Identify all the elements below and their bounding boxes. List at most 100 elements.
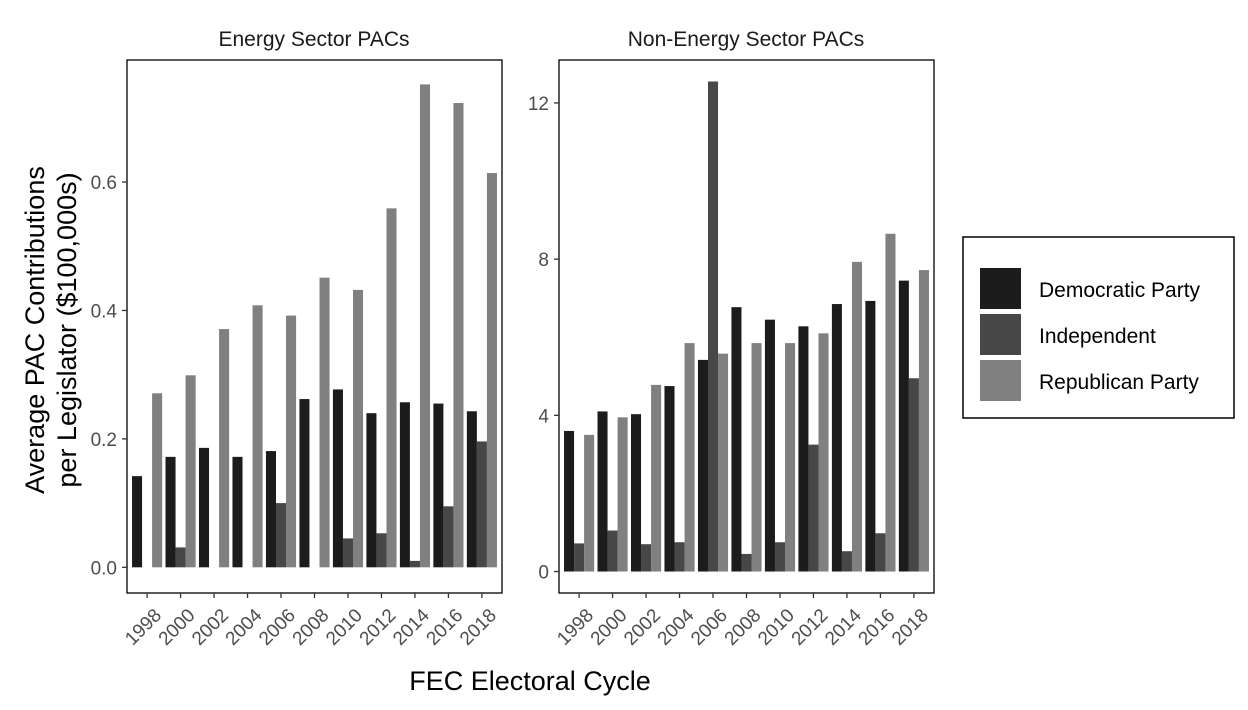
bar-independent-2018 bbox=[908, 378, 919, 572]
y-axis-title-line-2: per Legislator ($100,000s) bbox=[52, 172, 82, 487]
x-tick-label-2014: 2014 bbox=[389, 605, 434, 650]
bar-democratic-party-2002 bbox=[198, 447, 210, 568]
x-tick-label-2016: 2016 bbox=[855, 605, 900, 650]
bar-democratic-party-2008 bbox=[299, 399, 310, 568]
y-axis-title-line-1: Average PAC Contributions bbox=[20, 166, 50, 494]
bar-republican-party-2016 bbox=[885, 233, 896, 572]
panel-non-energy: 0481219982000200220042006200820102012201… bbox=[528, 59, 935, 650]
legend-key-democratic bbox=[978, 266, 1023, 311]
bar-democratic-party-2014 bbox=[831, 304, 842, 572]
bar-republican-party-2008 bbox=[319, 277, 330, 568]
legend-label-independent: Independent bbox=[1039, 325, 1156, 348]
bar-independent-2006 bbox=[708, 81, 719, 572]
bar-republican-party-2018 bbox=[918, 270, 929, 572]
x-tick-label-2010: 2010 bbox=[754, 605, 799, 650]
bar-republican-party-2004 bbox=[252, 305, 263, 568]
x-tick-label-2000: 2000 bbox=[587, 605, 632, 650]
bar-independent-2010 bbox=[342, 538, 353, 568]
bar-republican-party-2012 bbox=[818, 333, 829, 572]
legend-key-republican bbox=[978, 358, 1023, 403]
panel-energy: 0.0 0.2 0.4 0.6 1998200020022004200620082010… bbox=[91, 59, 503, 650]
bar-republican-party-2002 bbox=[651, 384, 662, 572]
bar-republican-party-2008 bbox=[751, 343, 762, 572]
bar-independent-2002 bbox=[641, 544, 652, 572]
y-tick-label: 8 bbox=[538, 250, 549, 271]
bar-independent-2010 bbox=[774, 542, 785, 572]
bar-republican-party-2010 bbox=[785, 343, 796, 572]
x-tick-label-1998: 1998 bbox=[553, 605, 598, 650]
bar-republican-party-1998 bbox=[152, 393, 163, 568]
bar-democratic-party-2004 bbox=[664, 386, 675, 572]
bar-republican-party-2000 bbox=[185, 375, 196, 568]
bar-democratic-party-2000 bbox=[597, 411, 608, 572]
bar-independent-2018 bbox=[476, 441, 487, 568]
panel-border bbox=[558, 59, 935, 594]
bar-republican-party-2016 bbox=[453, 103, 464, 568]
bar-democratic-party-2014 bbox=[399, 402, 410, 568]
y-tick-label: 0.0 bbox=[91, 558, 117, 579]
bar-independent-2012 bbox=[376, 533, 387, 568]
y-tick-label: 0.4 bbox=[91, 301, 118, 322]
bar-republican-party-1998 bbox=[584, 434, 595, 572]
x-tick-label-2008: 2008 bbox=[289, 605, 334, 650]
x-tick-label-2018: 2018 bbox=[456, 605, 501, 650]
x-tick-label-2006: 2006 bbox=[687, 605, 732, 650]
bar-republican-party-2012 bbox=[386, 208, 397, 568]
bar-republican-party-2004 bbox=[684, 343, 695, 572]
bar-independent-2014 bbox=[841, 551, 852, 572]
y-tick-label: 12 bbox=[528, 94, 549, 115]
facet-title-energy: Energy Sector PACs bbox=[218, 28, 409, 51]
bar-democratic-party-1998 bbox=[132, 476, 143, 568]
bar-independent-2016 bbox=[443, 506, 454, 568]
bar-democratic-party-2018 bbox=[466, 411, 477, 568]
x-axis-title: FEC Electoral Cycle bbox=[409, 666, 651, 696]
y-tick-label: 0 bbox=[538, 563, 549, 584]
bar-independent-2008 bbox=[741, 553, 752, 572]
legend-key-independent bbox=[978, 312, 1023, 357]
bar-democratic-party-2010 bbox=[332, 389, 343, 568]
bar-republican-party-2002 bbox=[219, 329, 230, 568]
bar-democratic-party-2004 bbox=[232, 456, 243, 568]
bar-republican-party-2006 bbox=[718, 353, 729, 572]
bar-republican-party-2014 bbox=[419, 84, 431, 568]
bar-democratic-party-2016 bbox=[865, 300, 876, 572]
x-tick-label-2006: 2006 bbox=[255, 605, 300, 650]
bar-democratic-party-2002 bbox=[630, 414, 642, 572]
bar-independent-2016 bbox=[875, 533, 886, 572]
bar-democratic-party-2006 bbox=[697, 359, 708, 572]
legend: Democratic Party Independent Republican … bbox=[962, 236, 1235, 419]
bar-independent-2000 bbox=[607, 530, 618, 572]
bar-democratic-party-2008 bbox=[731, 307, 742, 572]
bar-independent-2000 bbox=[175, 547, 186, 568]
bar-independent-2014 bbox=[409, 560, 420, 568]
x-tick-label-2014: 2014 bbox=[821, 605, 866, 650]
x-tick-label-2018: 2018 bbox=[888, 605, 933, 650]
facet-title-non-energy: Non-Energy Sector PACs bbox=[628, 28, 865, 51]
bar-republican-party-2000 bbox=[617, 417, 628, 572]
bar-independent-2006 bbox=[276, 503, 287, 568]
bar-republican-party-2010 bbox=[353, 289, 364, 568]
y-tick-label: 0.6 bbox=[91, 173, 117, 194]
bar-democratic-party-2012 bbox=[366, 413, 377, 568]
bar-republican-party-2014 bbox=[851, 261, 863, 572]
bar-democratic-party-2006 bbox=[265, 451, 276, 568]
y-tick-label: 0.2 bbox=[91, 430, 117, 451]
bar-democratic-party-1998 bbox=[564, 430, 575, 572]
x-tick-label-2010: 2010 bbox=[322, 605, 367, 650]
bar-democratic-party-2018 bbox=[898, 280, 909, 572]
x-tick-label-2004: 2004 bbox=[654, 605, 699, 650]
bar-independent-2012 bbox=[808, 444, 819, 572]
bar-democratic-party-2000 bbox=[165, 456, 176, 568]
bar-democratic-party-2010 bbox=[764, 319, 775, 572]
bar-republican-party-2018 bbox=[486, 173, 497, 568]
x-tick-label-2002: 2002 bbox=[620, 605, 665, 650]
x-tick-label-2012: 2012 bbox=[356, 605, 401, 650]
bar-independent-1998 bbox=[574, 543, 585, 572]
x-tick-label-2004: 2004 bbox=[222, 605, 267, 650]
x-tick-label-2016: 2016 bbox=[423, 605, 468, 650]
bar-democratic-party-2012 bbox=[798, 326, 809, 572]
x-tick-label-2008: 2008 bbox=[721, 605, 766, 650]
x-tick-label-2002: 2002 bbox=[188, 605, 233, 650]
x-tick-label-2012: 2012 bbox=[788, 605, 833, 650]
